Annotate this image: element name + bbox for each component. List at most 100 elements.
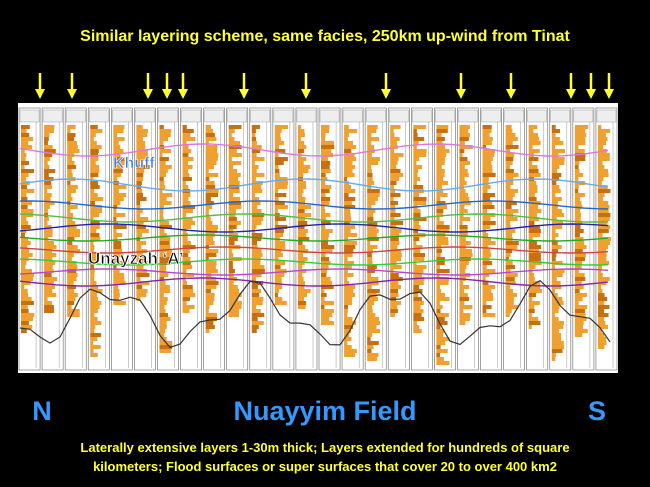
log-fill — [274, 221, 279, 225]
log-fill — [597, 177, 604, 181]
log-fill — [205, 281, 219, 285]
log-fill — [505, 285, 511, 289]
log-fill — [321, 209, 326, 213]
well-header — [181, 109, 201, 123]
log-fill — [321, 241, 329, 245]
log-fill — [459, 177, 465, 181]
log-fill — [367, 241, 371, 245]
log-fill — [551, 197, 562, 201]
correlation-line — [19, 258, 609, 266]
log-fill — [551, 125, 556, 129]
log-fill — [367, 333, 373, 337]
log-fill — [136, 297, 141, 301]
log-fill — [574, 261, 583, 265]
log-fill — [390, 249, 402, 253]
log-fill — [528, 149, 540, 153]
log-fill — [321, 277, 331, 281]
log-fill — [574, 289, 580, 293]
log-fill — [67, 253, 74, 257]
log-fill — [482, 193, 496, 197]
log-fill — [367, 161, 379, 165]
log-fill — [505, 273, 518, 277]
log-fill — [274, 201, 285, 205]
log-fill — [413, 289, 423, 293]
log-fill — [344, 173, 355, 177]
log-fill — [44, 125, 55, 129]
log-fill — [344, 153, 355, 157]
log-fill — [159, 173, 167, 177]
log-fill — [228, 133, 232, 137]
log-fill — [297, 137, 301, 141]
log-fill — [136, 177, 144, 181]
log-fill — [551, 257, 556, 261]
log-fill — [367, 157, 380, 161]
log-fill — [321, 137, 326, 141]
log-fill — [136, 265, 144, 269]
log-fill — [505, 225, 511, 229]
log-fill — [459, 317, 470, 321]
log-fill — [182, 301, 187, 305]
log-fill — [528, 197, 537, 201]
log-fill — [90, 185, 100, 189]
log-fill — [205, 145, 218, 149]
log-fill — [44, 253, 57, 257]
log-fill — [113, 169, 123, 173]
log-fill — [413, 145, 417, 149]
log-fill — [551, 241, 558, 245]
log-fill — [597, 173, 609, 177]
log-fill — [321, 253, 326, 257]
log-fill — [551, 141, 564, 145]
log-fill — [413, 149, 427, 153]
log-fill — [251, 169, 257, 173]
log-fill — [251, 309, 261, 313]
log-fill — [205, 189, 219, 193]
log-fill — [205, 297, 215, 301]
log-fill — [321, 317, 330, 321]
log-fill — [482, 289, 492, 293]
log-fill — [44, 301, 52, 305]
log-fill — [67, 161, 75, 165]
log-fill — [597, 201, 609, 205]
log-fill — [44, 193, 52, 197]
log-fill — [390, 285, 401, 289]
log-fill — [551, 193, 556, 197]
correlation-line — [19, 200, 609, 210]
log-fill — [21, 281, 31, 285]
log-fill — [482, 301, 487, 305]
log-fill — [205, 173, 219, 177]
log-fill — [367, 345, 374, 349]
log-fill — [182, 241, 191, 245]
log-fill — [251, 317, 258, 321]
log-fill — [551, 249, 559, 253]
log-fill — [344, 321, 357, 325]
log-fill — [367, 245, 378, 249]
log-fill — [136, 273, 150, 277]
log-fill — [413, 225, 421, 229]
log-fill — [67, 261, 77, 265]
log-fill — [505, 309, 512, 313]
log-fill — [551, 269, 565, 273]
log-fill — [597, 313, 609, 317]
log-fill — [505, 161, 513, 165]
log-fill — [505, 233, 513, 237]
log-fill — [344, 177, 348, 181]
log-fill — [482, 189, 488, 193]
log-fill — [136, 201, 141, 205]
log-fill — [21, 261, 27, 265]
log-fill — [113, 273, 125, 277]
log-fill — [205, 321, 214, 325]
log-fill — [274, 269, 287, 273]
log-fill — [482, 221, 496, 225]
log-fill — [459, 321, 466, 325]
log-fill — [551, 337, 562, 341]
log-fill — [413, 157, 420, 161]
log-fill — [597, 297, 608, 301]
log-fill — [136, 169, 145, 173]
log-fill — [551, 221, 564, 225]
log-fill — [159, 161, 166, 165]
log-fill — [482, 253, 492, 257]
log-fill — [67, 209, 71, 213]
log-fill — [528, 237, 533, 241]
log-fill — [136, 245, 142, 249]
